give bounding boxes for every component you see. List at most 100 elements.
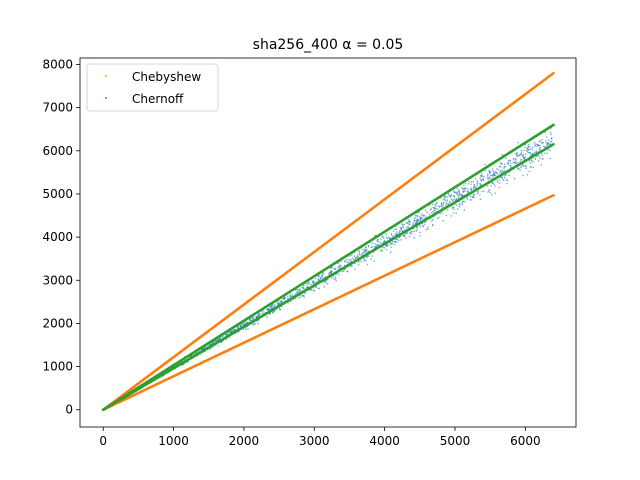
chernoff-point <box>343 260 346 263</box>
chernoff-point <box>527 143 530 146</box>
chernoff-point <box>401 223 403 225</box>
y-tick-label: 3000 <box>42 273 73 287</box>
chernoff-point <box>546 144 548 147</box>
chernoff-point <box>340 260 343 263</box>
chernoff-point <box>503 163 506 166</box>
chernoff-point <box>256 320 258 323</box>
chernoff-point <box>394 240 396 243</box>
chernoff-point <box>326 283 329 285</box>
chernoff-point <box>295 292 297 295</box>
chernoff-point <box>291 293 294 296</box>
chernoff-point <box>522 155 524 158</box>
y-tick-label: 5000 <box>42 187 73 201</box>
chernoff-point <box>333 268 336 271</box>
chernoff-point <box>393 243 396 245</box>
legend-marker <box>105 97 107 99</box>
chernoff-point <box>360 260 363 263</box>
chernoff-point <box>390 243 392 245</box>
chernoff-point <box>461 202 463 204</box>
chernoff-point <box>334 276 337 279</box>
chernoff-point <box>479 198 482 200</box>
chernoff-point <box>525 167 527 170</box>
chernoff-point <box>468 180 471 183</box>
chernoff-point <box>389 251 392 254</box>
chernoff-point <box>308 282 310 285</box>
chernoff-point <box>394 232 397 235</box>
chernoff-point <box>429 209 432 211</box>
chernoff-point <box>462 184 465 187</box>
chernoff-point <box>388 244 390 246</box>
chernoff-point <box>315 286 318 289</box>
chernoff-point <box>482 179 485 182</box>
chernoff-point <box>371 246 373 248</box>
chernoff-point <box>356 255 359 258</box>
chernoff-point <box>510 166 512 168</box>
chernoff-point <box>501 177 504 180</box>
chernoff-point <box>397 239 400 242</box>
chernoff-point <box>550 133 552 136</box>
chernoff-point <box>530 154 532 156</box>
chernoff-point <box>487 176 489 178</box>
chernoff-point <box>452 190 455 193</box>
chernoff-point <box>242 323 245 326</box>
chernoff-point <box>395 238 398 241</box>
chernoff-point <box>430 207 433 210</box>
axes-frame <box>79 57 577 428</box>
chernoff-point <box>456 204 458 206</box>
chernoff-point <box>491 168 494 170</box>
chernoff-point <box>453 191 456 194</box>
chernoff-point <box>515 162 517 165</box>
chernoff-point <box>449 195 452 198</box>
chernoff-point <box>374 243 376 245</box>
chernoff-point <box>533 144 536 147</box>
chernoff-point <box>456 187 459 190</box>
chernoff-point <box>532 166 535 169</box>
chernoff-point <box>419 234 421 237</box>
chernoff-point <box>458 190 461 193</box>
chernoff-point <box>345 258 348 261</box>
chernoff-point <box>489 177 492 179</box>
chernoff-point <box>452 212 455 214</box>
chernoff-point <box>416 215 419 218</box>
chernoff-point <box>522 149 525 152</box>
chernoff-point <box>515 158 517 161</box>
chernoff-point <box>538 140 541 143</box>
chernoff-point <box>472 193 475 196</box>
chernoff-point <box>370 258 372 260</box>
chernoff-point <box>503 167 505 169</box>
chernoff-point <box>354 268 356 271</box>
chernoff-point <box>466 190 469 192</box>
chernoff-point <box>542 142 545 144</box>
chernoff-point <box>460 195 463 197</box>
chernoff-point <box>393 234 396 237</box>
chernoff-point <box>231 330 233 332</box>
chernoff-point <box>367 255 370 257</box>
chernoff-point <box>445 200 448 203</box>
chernoff-point <box>534 158 537 160</box>
chernoff-point <box>530 159 533 162</box>
chernoff-point <box>422 225 425 228</box>
chernoff-point <box>405 227 408 229</box>
chernoff-point <box>451 207 454 209</box>
chernoff-point <box>529 165 532 168</box>
chernoff-point <box>505 174 507 176</box>
chernoff-point <box>503 175 506 177</box>
chernoff-point <box>432 218 434 221</box>
chernoff-point <box>460 193 463 195</box>
chernoff-point <box>444 197 446 200</box>
chernoff-point <box>478 194 481 196</box>
chernoff-point <box>458 192 461 195</box>
chernoff-point <box>470 199 472 201</box>
chernoff-point <box>483 175 485 178</box>
chernoff-point <box>323 286 325 288</box>
chernoff-point <box>265 316 268 318</box>
chernoff-point <box>545 136 548 138</box>
chernoff-point <box>421 213 424 215</box>
chernoff-point <box>363 251 365 253</box>
chernoff-point <box>414 221 417 223</box>
chernoff-point <box>435 203 438 205</box>
chernoff-point <box>381 250 384 252</box>
chernoff-point <box>536 144 539 146</box>
chernoff-point <box>318 287 321 290</box>
chernoff-point <box>529 148 531 150</box>
